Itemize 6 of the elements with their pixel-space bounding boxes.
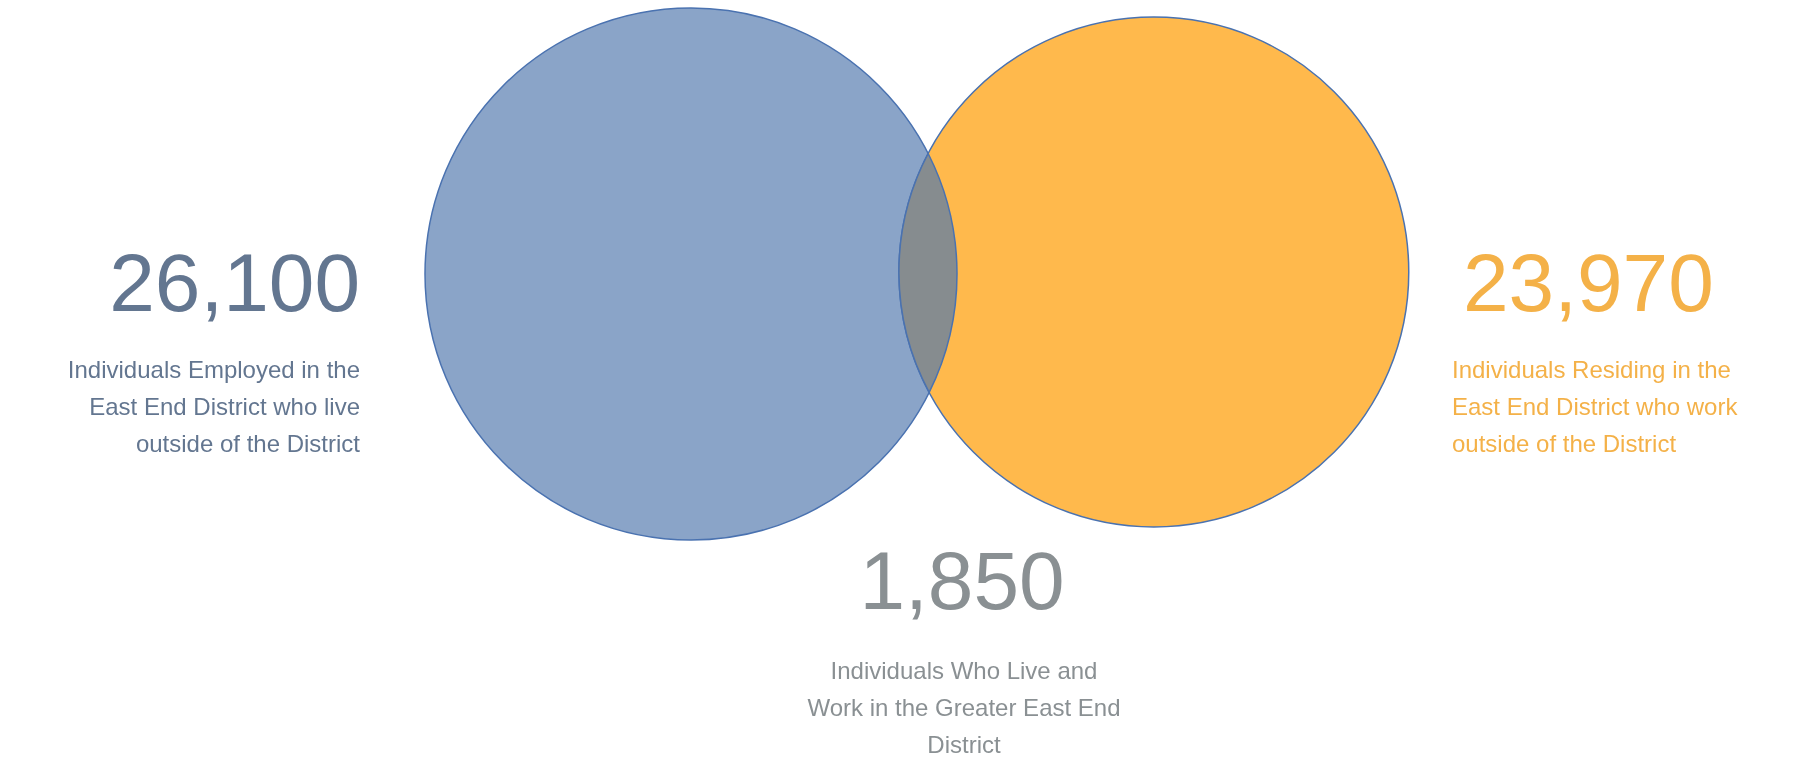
data-label: 26,100 <box>109 237 360 328</box>
data-label: 1,850 <box>859 535 1065 626</box>
category-label: Individuals Employed in the East End District who live outside of the District <box>67 356 361 457</box>
category-label: Individuals Who Live and Work in the Greater East End District <box>807 657 1121 758</box>
data-label: 23,970 <box>1463 237 1714 328</box>
category-label: Individuals Residing in the East End District who work outside of the District <box>1452 356 1739 457</box>
